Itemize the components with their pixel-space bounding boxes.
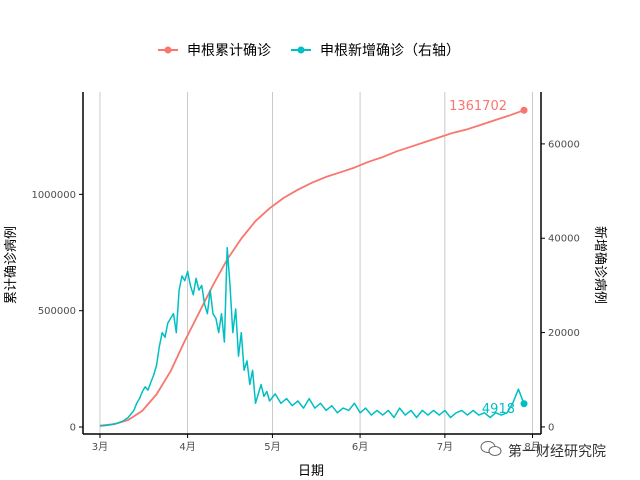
y-left-axis-title: 累计确诊病例 bbox=[4, 226, 19, 304]
y-left-tick-label-0: 0 bbox=[70, 423, 76, 434]
end-point-new bbox=[520, 400, 528, 408]
series-line-new bbox=[99, 246, 525, 427]
x-axis-title: 日期 bbox=[298, 464, 324, 479]
x-tick-label-1: 4月 bbox=[179, 441, 195, 453]
y-right-tick-label-0: 0 bbox=[548, 422, 554, 433]
wechat-icon bbox=[480, 441, 502, 456]
legend-marker-cumulative bbox=[164, 46, 172, 54]
x-tick-label-4: 7月 bbox=[437, 441, 453, 453]
watermark: 第一财经研究院 bbox=[480, 441, 606, 460]
legend-label-new: 申根新增确诊（右轴） bbox=[320, 43, 460, 59]
y-right-tick-label-1: 20000 bbox=[548, 328, 580, 339]
x-tick-label-2: 5月 bbox=[264, 441, 280, 453]
axes bbox=[82, 92, 542, 435]
end-label-cumulative: 1361702 bbox=[449, 99, 507, 114]
end-point-cumulative bbox=[520, 106, 528, 114]
x-tick-label-3: 6月 bbox=[352, 441, 368, 453]
y-left-tick-label-2: 1000000 bbox=[31, 190, 76, 201]
x-tick-label-5: 8月 bbox=[524, 441, 540, 453]
y-left-tick-label-1: 500000 bbox=[38, 306, 76, 317]
legend: 申根累计确诊 申根新增确诊（右轴） bbox=[158, 43, 460, 59]
gridlines bbox=[99, 92, 533, 434]
y-right-tick-label-2: 40000 bbox=[548, 234, 580, 245]
y-right-axis-title: 新增确诊病例 bbox=[592, 226, 608, 304]
series-line-cumulative bbox=[99, 109, 525, 427]
end-label-new: 4918 bbox=[482, 402, 515, 417]
series-layer bbox=[99, 106, 528, 427]
ticks: 3月 4月 5月 6月 7月 8月 0 500000 1000000 0 20000 40000 600… bbox=[31, 139, 579, 453]
watermark-text: 第一财经研究院 bbox=[508, 443, 606, 460]
x-tick-label-0: 3月 bbox=[92, 441, 108, 453]
legend-label-cumulative: 申根累计确诊 bbox=[187, 43, 271, 59]
y-right-tick-label-3: 60000 bbox=[548, 139, 580, 150]
legend-marker-new bbox=[297, 46, 305, 54]
